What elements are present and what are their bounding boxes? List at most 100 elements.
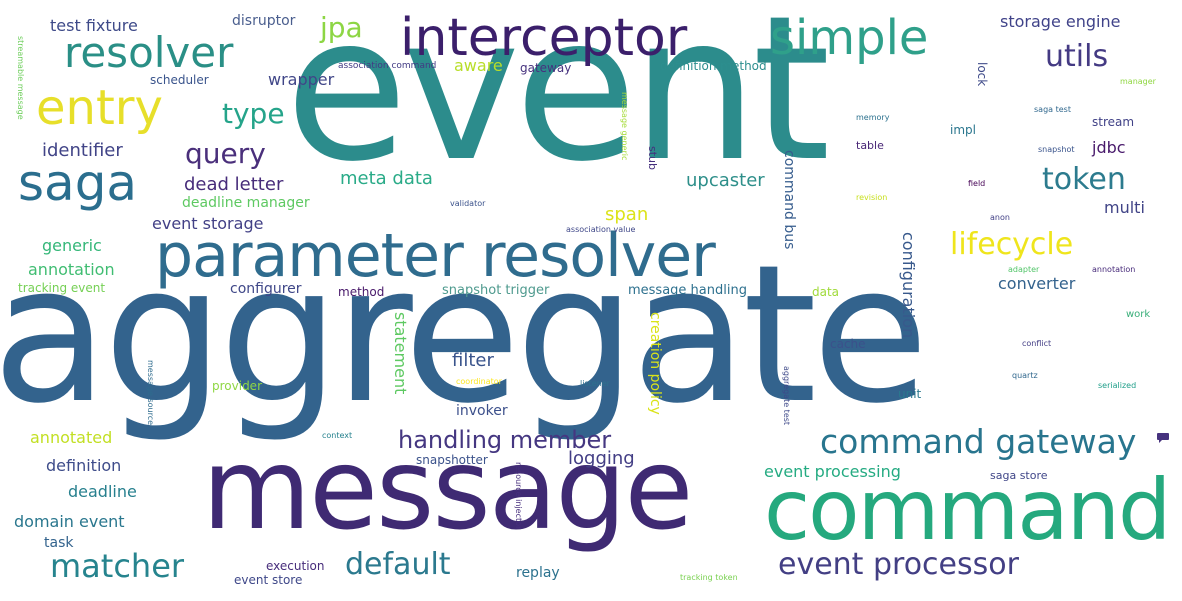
word-saga-store: saga store [990, 469, 1048, 482]
word-multi: multi [1104, 198, 1145, 217]
word-jdbc: jdbc [1092, 138, 1126, 157]
word-invoker: invoker [456, 403, 508, 419]
word-field: field [968, 179, 986, 188]
word-saga-test: saga test [1034, 105, 1071, 114]
word-memory: memory [856, 113, 890, 122]
word-entry: entry [36, 80, 163, 136]
word-configuration: configuration [899, 232, 918, 339]
word-token: token [1042, 162, 1126, 197]
word-stub: stub [646, 146, 659, 170]
word-upcaster: upcaster [686, 170, 765, 191]
word-event-processing: event processing [764, 462, 901, 481]
word-conflict: conflict [1022, 339, 1052, 348]
word-unit: unit [898, 387, 922, 401]
word-message-generic: message generic [620, 92, 629, 161]
word-jpa: jpa [320, 11, 363, 44]
word-work: work [1126, 309, 1151, 320]
word-command: command [764, 461, 1171, 559]
word-identifier: identifier [42, 140, 123, 161]
word-quartz: quartz [1012, 371, 1038, 380]
word-query: query [185, 137, 266, 170]
word-method: method [338, 285, 385, 299]
word-annotated: annotated [30, 428, 113, 447]
word-wrapper: wrapper [268, 70, 335, 89]
word-parameter-resolver: parameter resolver [155, 221, 716, 291]
word-dead-letter: dead letter [184, 174, 284, 195]
word-revision: revision [856, 193, 888, 202]
word-task: task [44, 535, 74, 551]
word-span: span [605, 204, 649, 225]
word-deadline: deadline [68, 482, 137, 501]
word-definition: definition [46, 456, 122, 475]
word-logging: logging [568, 448, 635, 469]
word-provider: provider [212, 379, 262, 393]
word-annotation-small: annotation [1092, 265, 1136, 274]
word-annotation: annotation [28, 260, 115, 279]
word-command-bus: command bus [781, 150, 797, 250]
word-meta-data: meta data [340, 168, 433, 189]
word-event-store: event store [234, 573, 303, 587]
word-data: data [812, 285, 840, 299]
word-tracking-event: tracking event [18, 281, 106, 295]
chat-icon [1157, 433, 1169, 443]
word-table: table [856, 139, 884, 152]
word-statement: statement [391, 312, 410, 395]
word-deadline-manager: deadline manager [182, 195, 310, 211]
word-gateway: gateway [520, 61, 572, 75]
word-domain-event: domain event [14, 512, 125, 531]
word-serialized: serialized [1098, 381, 1137, 390]
word-message: message [202, 425, 693, 555]
word-replay: replay [516, 565, 560, 581]
word-snapshot: snapshot [1038, 145, 1075, 154]
word-storage-engine: storage engine [1000, 12, 1121, 31]
word-execution: execution [266, 559, 325, 573]
word-aware: aware [454, 56, 503, 75]
word-coordinator: coordinator [456, 377, 502, 386]
word-snapshotter: snapshotter [416, 453, 488, 467]
word-adapter: adapter [1008, 265, 1040, 274]
word-command-gateway: command gateway [820, 422, 1137, 461]
word-stream: stream [1092, 115, 1135, 129]
word-impl: impl [950, 123, 976, 137]
word-association-value: association value [566, 225, 636, 234]
word-handling-member: handling member [398, 426, 612, 454]
word-default: default [345, 547, 451, 582]
word-definition-method: definition method [660, 59, 767, 73]
word-event-storage: event storage [152, 214, 264, 233]
word-message-source: message source [146, 360, 155, 426]
word-matcher: matcher [50, 547, 185, 585]
word-event-processor: event processor [778, 547, 1019, 582]
word-generic: generic [42, 236, 102, 255]
word-disruptor: disruptor [232, 13, 296, 29]
word-tracking-token: tracking token [680, 573, 738, 582]
word-anon: anon [990, 213, 1010, 222]
word-resolver: resolver [64, 28, 234, 77]
word-aggregate: aggregate [0, 224, 929, 445]
word-saga: saga [18, 154, 138, 212]
word-streamable-message: streamable message [16, 36, 25, 120]
word-event: event [285, 0, 831, 206]
word-configurer: configurer [230, 281, 302, 297]
word-type: type [222, 97, 285, 130]
word-converter: converter [998, 274, 1076, 293]
word-test-fixture: test fixture [50, 16, 138, 35]
word-validator: validator [450, 199, 486, 208]
word-manager: manager [1120, 77, 1156, 86]
word-scheduler: scheduler [150, 73, 209, 87]
word-filter: filter [452, 350, 494, 371]
word-utils: utils [1045, 39, 1109, 74]
word-lifecycle: lifecycle [950, 227, 1074, 262]
word-association-command: association command [338, 61, 437, 71]
word-listener: listener [580, 379, 610, 388]
word-lock: lock [975, 62, 989, 87]
word-resource-injector: resource injector [514, 462, 523, 530]
word-context: context [322, 431, 353, 440]
word-message-handling: message handling [628, 283, 747, 298]
word-interceptor: interceptor [400, 8, 688, 68]
word-snapshot-trigger: snapshot trigger [442, 283, 550, 298]
word-aggregate-test: aggregate test [782, 366, 791, 426]
word-simple: simple [770, 10, 929, 66]
word-cache: cache [830, 337, 866, 351]
word-creation-policy: creation policy [647, 312, 663, 415]
